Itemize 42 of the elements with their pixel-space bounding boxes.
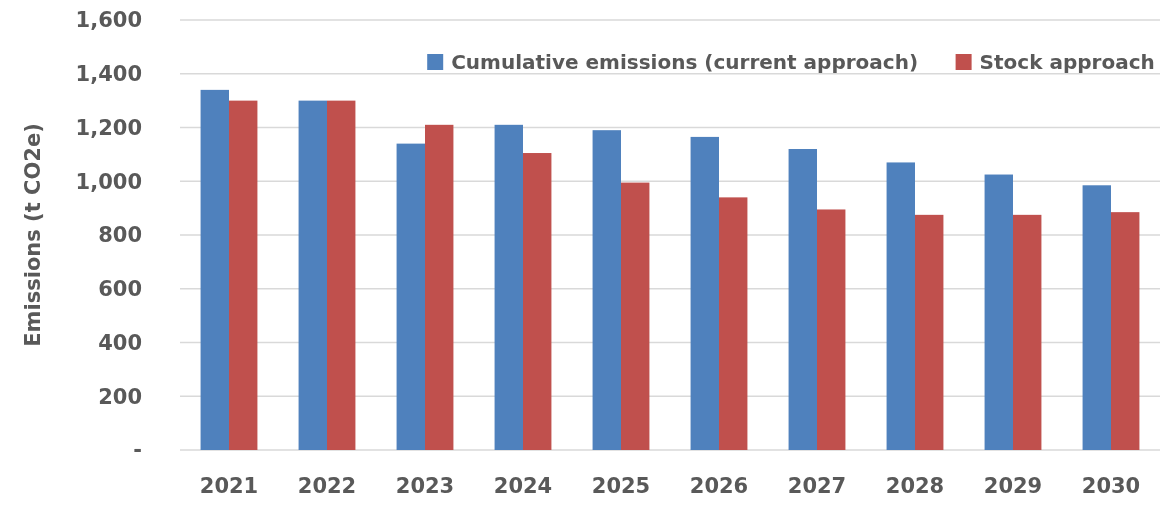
x-tick-label: 2023 [395, 474, 455, 498]
bar [229, 100, 258, 450]
bar [327, 100, 356, 450]
y-axis-title: Emissions (t CO2e) [21, 123, 45, 347]
y-tick-label: 400 [98, 330, 142, 355]
legend-label: Stock approach [979, 50, 1155, 74]
y-tick-label: 1,000 [75, 169, 142, 194]
bar [915, 214, 944, 450]
bar [817, 209, 846, 450]
x-tick-label: 2021 [199, 474, 259, 498]
bar [788, 149, 817, 450]
bar [494, 124, 523, 450]
bar [1111, 212, 1140, 450]
bar [1082, 185, 1111, 450]
x-tick-label: 2024 [493, 474, 553, 498]
y-tick-label: 1,200 [75, 115, 142, 140]
bar [984, 174, 1013, 450]
bar [425, 124, 454, 450]
x-tick-label: 2025 [591, 474, 651, 498]
bar [621, 182, 650, 450]
legend-label: Cumulative emissions (current approach) [451, 50, 919, 74]
x-tick-label: 2030 [1081, 474, 1141, 498]
y-tick-label: 1,400 [75, 62, 142, 87]
bar [719, 197, 748, 450]
x-tick-label: 2027 [787, 474, 847, 498]
y-tick-label: - [133, 438, 142, 463]
bar [592, 130, 621, 450]
x-tick-label: 2022 [297, 474, 357, 498]
bar [1013, 214, 1042, 450]
bar [396, 143, 425, 450]
bar [886, 162, 915, 450]
bar [298, 100, 327, 450]
x-tick-label: 2028 [885, 474, 945, 498]
x-tick-label: 2026 [689, 474, 749, 498]
y-tick-label: 600 [98, 277, 142, 302]
x-tick-label: 2029 [983, 474, 1043, 498]
y-tick-label: 800 [98, 223, 142, 248]
y-tick-label: 200 [98, 384, 142, 409]
y-tick-label: 1,600 [75, 8, 142, 33]
bar [690, 136, 719, 450]
bar [200, 89, 229, 450]
bar [523, 153, 552, 450]
